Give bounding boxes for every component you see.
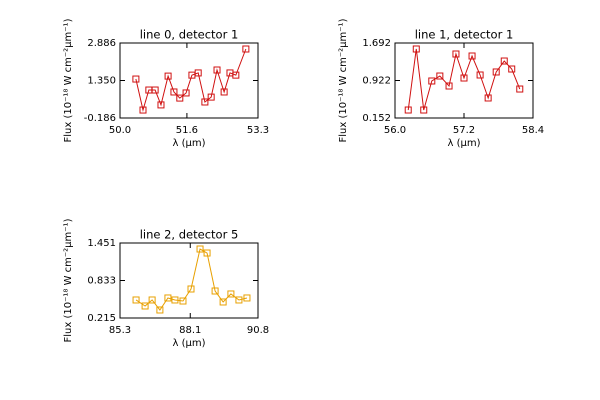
y-tick-label: 1.350 bbox=[87, 76, 116, 87]
data-point bbox=[452, 50, 460, 58]
data-point bbox=[219, 298, 227, 306]
data-point bbox=[132, 296, 140, 304]
data-point bbox=[484, 94, 492, 102]
data-point bbox=[207, 93, 215, 101]
data-point bbox=[179, 297, 187, 305]
data-point bbox=[436, 72, 444, 80]
data-point bbox=[227, 290, 235, 298]
data-point bbox=[139, 106, 147, 114]
y-tick-label: 2.886 bbox=[87, 38, 116, 49]
data-point bbox=[194, 69, 202, 77]
data-point bbox=[242, 45, 250, 53]
data-point bbox=[171, 296, 179, 304]
y-tick-label: 0.922 bbox=[362, 76, 391, 87]
data-point bbox=[148, 296, 156, 304]
x-tick-label: 85.3 bbox=[109, 325, 131, 336]
data-line bbox=[135, 48, 247, 113]
data-point bbox=[182, 89, 190, 97]
data-point bbox=[187, 285, 195, 293]
x-axis-label: λ (μm) bbox=[172, 138, 205, 149]
data-point bbox=[141, 302, 149, 310]
y-axis-label: Flux (10⁻¹⁸ W cm⁻²μm⁻¹) bbox=[63, 218, 74, 342]
data-point bbox=[156, 306, 164, 314]
data-point bbox=[460, 74, 468, 82]
data-point bbox=[170, 88, 178, 96]
y-tick-label: 0.215 bbox=[87, 313, 116, 324]
chart-title: line 1, detector 1 bbox=[415, 28, 514, 42]
data-point bbox=[157, 101, 165, 109]
data-point bbox=[196, 245, 204, 253]
x-axis-label: λ (μm) bbox=[447, 138, 480, 149]
data-point bbox=[201, 98, 209, 106]
data-point bbox=[420, 106, 428, 114]
data-point bbox=[213, 66, 221, 74]
data-point bbox=[220, 88, 228, 96]
data-point bbox=[445, 82, 453, 90]
data-point bbox=[492, 68, 500, 76]
data-point bbox=[428, 77, 436, 85]
data-point bbox=[164, 294, 172, 302]
data-point bbox=[151, 86, 159, 94]
data-point bbox=[235, 296, 243, 304]
y-tick-label: 0.833 bbox=[87, 276, 116, 287]
data-point bbox=[500, 57, 508, 65]
x-axis-label: λ (μm) bbox=[172, 338, 205, 349]
data-point bbox=[164, 72, 172, 80]
y-tick-label: 1.451 bbox=[87, 238, 116, 249]
y-tick-label: 0.152 bbox=[362, 113, 391, 124]
x-tick-label: 90.8 bbox=[247, 325, 269, 336]
x-tick-label: 88.1 bbox=[179, 325, 201, 336]
chart-title: line 0, detector 1 bbox=[140, 28, 239, 42]
data-point bbox=[211, 287, 219, 295]
x-tick-label: 50.0 bbox=[109, 125, 131, 136]
data-point bbox=[516, 85, 524, 93]
plot-frame bbox=[119, 242, 259, 319]
x-tick-label: 58.4 bbox=[522, 125, 544, 136]
data-point bbox=[203, 249, 211, 257]
y-tick-label: -0.186 bbox=[84, 113, 116, 124]
data-point bbox=[508, 65, 516, 73]
data-point bbox=[412, 45, 420, 53]
data-point bbox=[243, 294, 251, 302]
data-point bbox=[404, 106, 412, 114]
data-line bbox=[135, 248, 248, 311]
x-tick-label: 56.0 bbox=[384, 125, 406, 136]
y-tick-label: 1.692 bbox=[362, 38, 391, 49]
y-axis-label: Flux (10⁻¹⁸ W cm⁻²μm⁻¹) bbox=[63, 18, 74, 142]
data-point bbox=[232, 71, 240, 79]
data-point bbox=[476, 71, 484, 79]
x-tick-label: 51.6 bbox=[176, 125, 198, 136]
data-point bbox=[132, 75, 140, 83]
data-point bbox=[176, 94, 184, 102]
chart-title: line 2, detector 5 bbox=[140, 228, 239, 242]
data-line bbox=[407, 48, 521, 111]
x-tick-label: 57.2 bbox=[453, 125, 475, 136]
x-tick-label: 53.3 bbox=[247, 125, 269, 136]
y-axis-label: Flux (10⁻¹⁸ W cm⁻²μm⁻¹) bbox=[338, 18, 349, 142]
data-point bbox=[468, 52, 476, 60]
